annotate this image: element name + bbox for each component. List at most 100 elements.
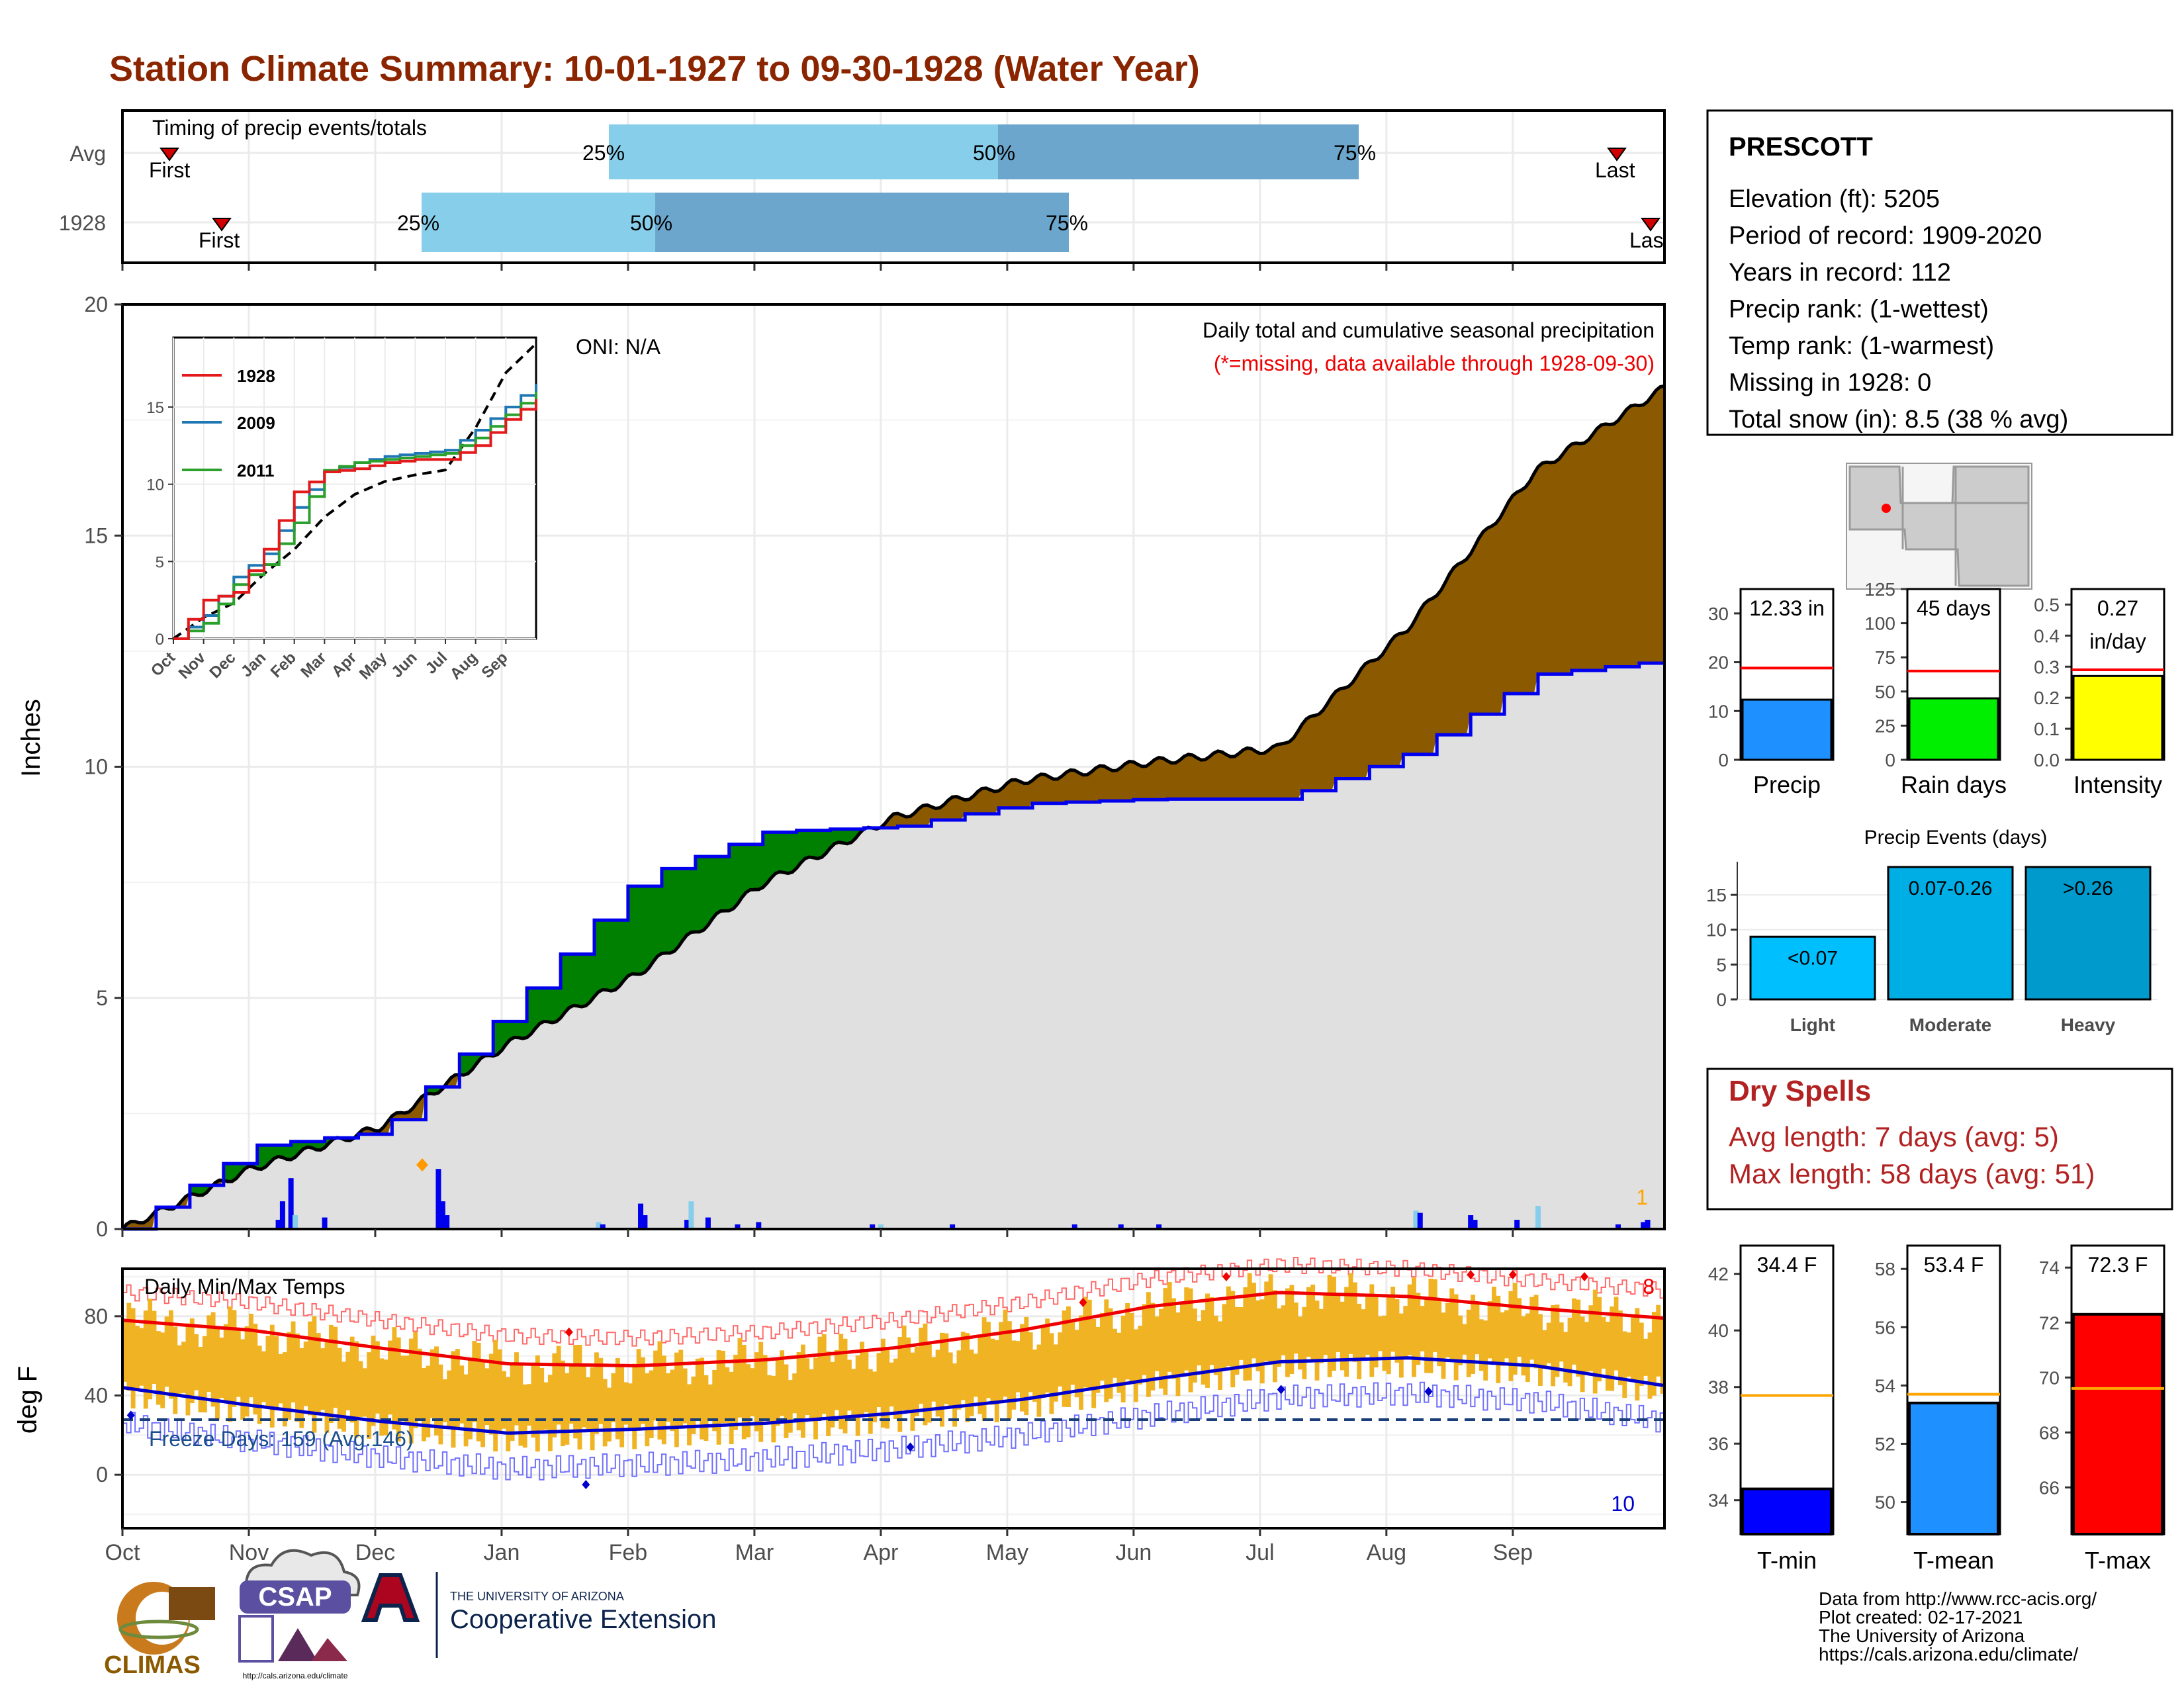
- mini-bar-tick: 20: [1708, 653, 1729, 673]
- daily-temp-bar: [1129, 1312, 1134, 1383]
- dry-spells-avg: Avg length: 7 days (avg: 5): [1729, 1121, 2059, 1152]
- month-tick: Sep: [1493, 1540, 1533, 1565]
- freeze-days-label: Freeze Days: 159 (Avg:146): [149, 1427, 414, 1451]
- temp-summary-chart: 66 68 70 72 74 72.3 F T-max: [2039, 1244, 2165, 1574]
- mini-bar-tick: 0.2: [2034, 688, 2060, 708]
- daily-temp-bar: [602, 1379, 608, 1447]
- daily-temp-bar: [682, 1368, 688, 1424]
- daily-temp-bar: [1175, 1312, 1181, 1396]
- daily-temp-bar: [1024, 1316, 1029, 1416]
- daily-precip-bar: [870, 1224, 876, 1229]
- daily-temp-bar: [1538, 1314, 1543, 1386]
- daily-temp-bar: [1432, 1279, 1437, 1352]
- credit-line: The University of Arizona: [1819, 1625, 2025, 1646]
- daily-temp-bar: [1247, 1273, 1252, 1381]
- daily-temp-bar: [581, 1364, 586, 1428]
- daily-temp-bar: [1542, 1330, 1547, 1367]
- daily-temp-bar: [468, 1359, 473, 1440]
- daily-temp-bar: [1159, 1308, 1163, 1389]
- last-marker-1928: [1641, 218, 1661, 232]
- daily-temp-bar: [337, 1348, 342, 1429]
- daily-temp-bar: [244, 1326, 250, 1417]
- daily-temp-bar: [704, 1375, 709, 1441]
- station-info-line: Elevation (ft): 5205: [1729, 185, 1940, 213]
- credit-line: Data from http://www.rcc-acis.org/: [1819, 1588, 2097, 1609]
- events-bar: [1749, 935, 1876, 1001]
- timing-panel: Timing of precip events/totals Avg 1928 …: [59, 109, 1666, 271]
- timing-label: Timing of precip events/totals: [152, 116, 427, 140]
- daily-temp-bar: [1416, 1293, 1421, 1365]
- daily-temp-bar: [868, 1369, 873, 1434]
- events-y-tick: 5: [1716, 954, 1727, 975]
- daily-temp-bar: [1365, 1294, 1370, 1355]
- daily-temp-bar: [842, 1338, 848, 1434]
- daily-temp-bar: [463, 1374, 469, 1447]
- daily-temp-bar: [1032, 1349, 1037, 1402]
- daily-temp-bar: [552, 1353, 557, 1438]
- daily-temp-bar: [547, 1375, 553, 1451]
- daily-temp-bar: [514, 1352, 519, 1426]
- max-precip-marker: [416, 1158, 428, 1171]
- record-low-marker: [906, 1442, 915, 1452]
- daily-temp-bar: [969, 1349, 974, 1416]
- dry-spells-max: Max length: 58 days (avg: 51): [1729, 1158, 2095, 1189]
- daily-temp-bar: [160, 1332, 165, 1408]
- temp-summary-value: 72.3 F: [2088, 1253, 2148, 1277]
- daily-temp-bar: [762, 1355, 768, 1420]
- daily-temp-bar: [408, 1338, 414, 1444]
- daily-temp-bar: [328, 1324, 334, 1424]
- daily-temp-bar: [1036, 1344, 1042, 1417]
- daily-temp-bar: [569, 1363, 574, 1424]
- daily-temp-bar: [1614, 1297, 1619, 1371]
- daily-temp-bar: [1230, 1291, 1236, 1388]
- mini-bar-value: [2072, 674, 2163, 761]
- daily-temp-bar: [1491, 1287, 1496, 1364]
- daily-temp-bar: [451, 1351, 456, 1448]
- month-tick: Mar: [735, 1540, 774, 1565]
- temp-summary-value: 34.4 F: [1757, 1253, 1817, 1277]
- daily-temp-bar: [1293, 1303, 1298, 1354]
- daily-temp-bar: [1049, 1333, 1054, 1414]
- daily-temp-bar: [417, 1348, 422, 1419]
- station-info-line: Total snow (in): 8.5 (38 % avg): [1729, 406, 2068, 434]
- daily-temp-bar: [1332, 1276, 1336, 1371]
- daily-temp-bar: [800, 1344, 805, 1438]
- daily-temp-bar: [1264, 1281, 1269, 1361]
- page-title: Station Climate Summary: 10-01-1927 to 0…: [109, 49, 1200, 89]
- record-low-marker: [1277, 1385, 1285, 1394]
- daily-temp-bar: [1314, 1301, 1320, 1381]
- daily-precip-bar: [1535, 1206, 1541, 1229]
- daily-precip-bar: [642, 1215, 648, 1229]
- daily-temp-bar: [291, 1321, 296, 1402]
- mini-bar-label: Intensity: [2073, 771, 2162, 798]
- inset-y-tick: 10: [146, 477, 164, 494]
- daily-temp-bar: [1559, 1322, 1564, 1362]
- temp-summary-charts: 34 36 38 40 42 34.4 F T-min 50 52 54 56 58 53.4 F T-m…: [1708, 1244, 2165, 1574]
- daily-precip-bar: [1615, 1224, 1621, 1229]
- daily-precip-bar: [756, 1222, 762, 1229]
- csap-url: http://cals.arizona.edu/climate: [243, 1671, 348, 1680]
- daily-temp-bar: [586, 1377, 591, 1430]
- temp-summary-label: T-mean: [1913, 1547, 1994, 1574]
- daily-temp-bar: [143, 1310, 148, 1409]
- daily-temp-bar: [678, 1349, 684, 1427]
- mini-bar-tick: 0.3: [2034, 657, 2060, 677]
- mini-bar-tick: 30: [1708, 604, 1729, 624]
- daily-temp-bar: [1066, 1306, 1071, 1407]
- daily-temp-bar: [615, 1357, 620, 1440]
- mini-bar-value: [1908, 697, 1999, 761]
- avg-cumulative-line: [121, 384, 1665, 1230]
- daily-temp-bar: [1091, 1319, 1097, 1408]
- record-high-count: 8: [1643, 1275, 1655, 1299]
- daily-temp-bar: [527, 1384, 532, 1426]
- events-category: Moderate: [1909, 1015, 1991, 1035]
- temp-summary-tick: 74: [2039, 1257, 2060, 1278]
- record-markers: [126, 1269, 1589, 1490]
- daily-temp-bar: [1631, 1315, 1635, 1380]
- record-high-marker: [565, 1327, 573, 1337]
- first-label-avg: First: [149, 158, 190, 182]
- daily-temp-bar: [130, 1308, 136, 1409]
- daily-temp-bar: [1045, 1318, 1050, 1393]
- daily-temp-bar: [897, 1336, 903, 1432]
- daily-temp-bar: [1378, 1316, 1383, 1351]
